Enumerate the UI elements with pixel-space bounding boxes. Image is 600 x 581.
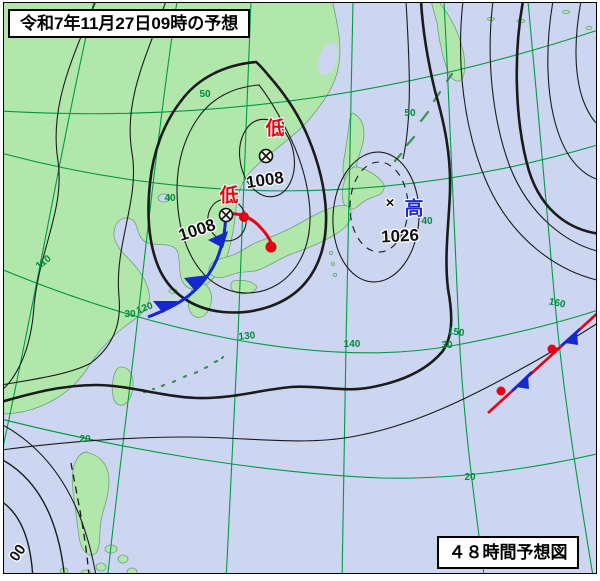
island bbox=[330, 261, 335, 266]
isobar-thin bbox=[176, 84, 311, 294]
longitude-150-line bbox=[443, 3, 485, 573]
isobar-thin bbox=[460, 3, 596, 281]
island bbox=[126, 567, 138, 573]
cold-front-triangle bbox=[208, 231, 228, 248]
latitude-label: 30 bbox=[124, 309, 136, 320]
latitude-label: 20 bbox=[464, 472, 476, 483]
isobar-thin bbox=[4, 3, 96, 389]
cold-front-triangle bbox=[184, 275, 208, 291]
longitude-110-line bbox=[4, 3, 95, 446]
warm-front bbox=[230, 212, 277, 253]
latitude-40-line bbox=[4, 144, 596, 192]
warm-front-semicircle bbox=[265, 241, 277, 253]
latitude-label: 30 bbox=[441, 340, 453, 351]
island bbox=[328, 250, 333, 255]
island bbox=[585, 25, 593, 30]
warm-front-semicircle bbox=[239, 212, 249, 222]
forecast-title: 令和7年11月27日09時の予想 bbox=[20, 14, 239, 33]
pressure-center-marks bbox=[218, 148, 274, 223]
latlon-grid bbox=[4, 3, 596, 573]
forecast-title-box: 令和7年11月27日09時の予想 bbox=[8, 9, 251, 38]
isobar-high-dashed bbox=[349, 161, 409, 253]
isobar-thin bbox=[4, 3, 166, 386]
isobar-thin bbox=[4, 502, 34, 573]
forecast-type-label: ４８時間予想図 bbox=[448, 543, 568, 562]
cold-front-triangle bbox=[153, 301, 178, 313]
island bbox=[80, 569, 92, 573]
lake-khanka bbox=[157, 193, 171, 203]
isobar-thin bbox=[575, 3, 596, 124]
isobar-thin bbox=[489, 3, 596, 252]
island bbox=[95, 562, 107, 572]
cold-front bbox=[147, 214, 228, 319]
low-center-mark-icon bbox=[258, 148, 274, 164]
latitude-label: 50 bbox=[199, 89, 211, 100]
high-pressure-value: 1026 bbox=[380, 225, 420, 247]
land-honshu bbox=[208, 204, 352, 278]
low-kanji-label: 低 bbox=[265, 118, 285, 140]
latitude-label: 40 bbox=[164, 193, 176, 204]
longitude-label: 150 bbox=[447, 325, 466, 340]
island bbox=[332, 272, 337, 277]
low-center-mark-icon bbox=[218, 207, 234, 223]
high-center-mark: × bbox=[385, 194, 395, 212]
isobar-bold-right bbox=[515, 3, 596, 235]
latitude-label: 20 bbox=[79, 434, 91, 445]
isobar-bold-low-loop bbox=[147, 60, 328, 314]
stationary-front bbox=[487, 312, 596, 414]
forecast-type-box: ４８時間予想図 bbox=[437, 536, 579, 569]
fronts bbox=[147, 212, 596, 414]
isobar-thin bbox=[239, 118, 295, 198]
surface-pressure-map: 50 50 40 40 30 30 20 20 110 120 130 140 … bbox=[3, 2, 597, 574]
latitude-30-line bbox=[4, 269, 596, 354]
longitude-120-line bbox=[107, 3, 178, 573]
stationary-front-semicircle bbox=[547, 344, 557, 354]
map-canvas bbox=[4, 3, 596, 573]
isobar-bold-sweep bbox=[4, 3, 453, 403]
isobar-thin bbox=[4, 323, 596, 451]
island bbox=[562, 9, 570, 14]
stationary-front-triangle bbox=[516, 375, 529, 389]
stationary-front-triangle bbox=[565, 331, 578, 345]
isobar-thin bbox=[4, 459, 65, 573]
land-luzon bbox=[71, 451, 110, 556]
longitude-label: 130 bbox=[238, 330, 256, 343]
longitude-130-line bbox=[225, 3, 252, 573]
latitude-label: 50 bbox=[404, 108, 416, 119]
land-masses bbox=[4, 3, 593, 573]
low-kanji-label: 低 bbox=[219, 185, 239, 207]
isobar-thin bbox=[4, 425, 96, 573]
isobar-high-oval bbox=[332, 151, 420, 283]
latitude-20-line bbox=[4, 419, 596, 479]
isobar-thin bbox=[547, 3, 596, 180]
isobars bbox=[4, 3, 596, 573]
longitude-label: 140 bbox=[343, 339, 361, 350]
longitude-160-line bbox=[527, 3, 594, 573]
trough-dashed-line bbox=[70, 462, 90, 573]
latitude-label: 40 bbox=[421, 216, 433, 227]
isobar-thin bbox=[402, 3, 410, 160]
island bbox=[117, 554, 129, 564]
land-kamchatka bbox=[431, 3, 466, 82]
high-kanji-label: 高 bbox=[404, 198, 424, 220]
longitude-140-line bbox=[341, 3, 354, 573]
sea-inlet bbox=[317, 42, 339, 76]
stationary-front-semicircle bbox=[496, 386, 506, 396]
